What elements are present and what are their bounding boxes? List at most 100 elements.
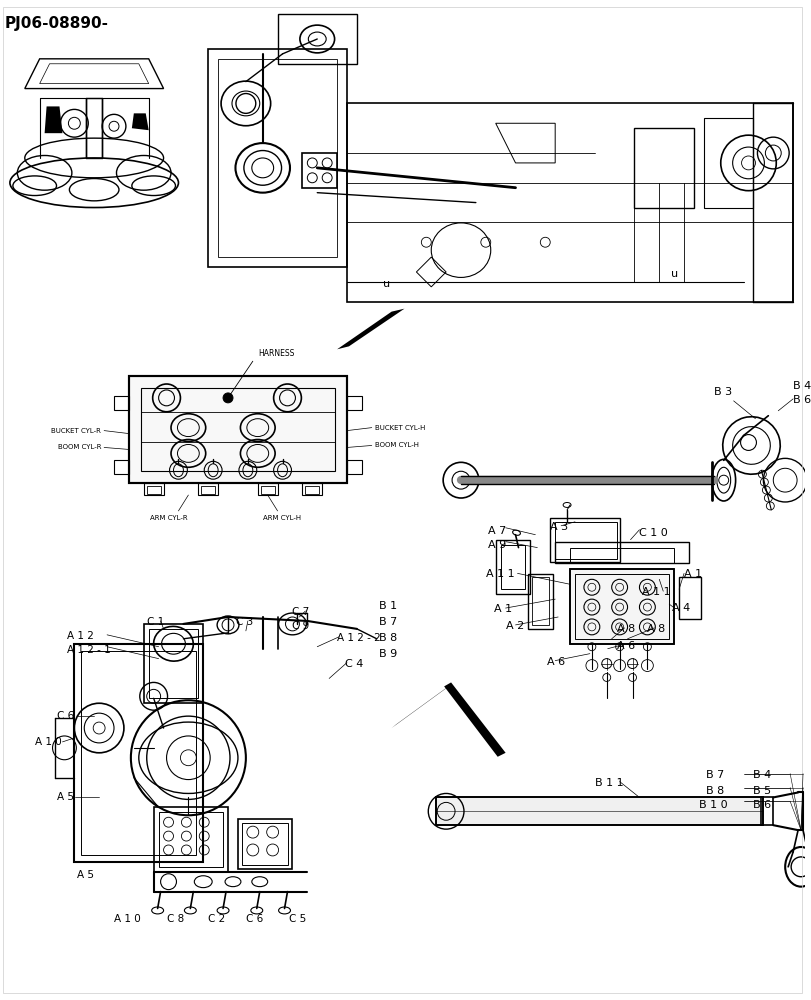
Text: A 1: A 1 bbox=[683, 569, 702, 579]
Bar bbox=[81, 651, 196, 855]
Text: C 1 0: C 1 0 bbox=[639, 528, 667, 538]
Bar bbox=[158, 812, 223, 867]
Bar bbox=[346, 396, 362, 410]
Text: A 9: A 9 bbox=[487, 540, 505, 550]
Text: C 3: C 3 bbox=[236, 617, 253, 627]
Bar bbox=[144, 624, 203, 703]
Bar bbox=[569, 548, 673, 563]
Text: C 6: C 6 bbox=[57, 711, 75, 721]
Bar bbox=[86, 98, 102, 158]
Polygon shape bbox=[337, 309, 404, 349]
Text: A 1 1: A 1 1 bbox=[642, 587, 670, 597]
Text: A 1 0: A 1 0 bbox=[114, 914, 140, 924]
Text: BOOM CYL-R: BOOM CYL-R bbox=[58, 444, 101, 450]
Bar bbox=[140, 388, 335, 471]
Polygon shape bbox=[45, 106, 62, 133]
Bar bbox=[277, 14, 357, 64]
Text: ARM CYL-H: ARM CYL-H bbox=[263, 515, 301, 521]
Text: B 4: B 4 bbox=[753, 770, 770, 780]
Bar bbox=[144, 483, 163, 495]
Text: BUCKET CYL-R: BUCKET CYL-R bbox=[51, 428, 101, 434]
Bar bbox=[436, 797, 762, 825]
Text: A 5: A 5 bbox=[58, 792, 75, 802]
Text: A 2: A 2 bbox=[505, 621, 523, 631]
Text: C 7: C 7 bbox=[292, 607, 309, 617]
Bar bbox=[198, 483, 218, 495]
Bar bbox=[302, 153, 337, 188]
Bar bbox=[678, 577, 700, 619]
Text: A 8: A 8 bbox=[616, 624, 634, 634]
Text: B 1 0: B 1 0 bbox=[698, 800, 727, 810]
Text: BOOM CYL-H: BOOM CYL-H bbox=[375, 442, 418, 448]
Bar bbox=[114, 460, 129, 474]
Bar bbox=[569, 569, 673, 644]
Text: B 4: B 4 bbox=[792, 381, 810, 391]
Text: B 3: B 3 bbox=[713, 387, 731, 397]
Bar bbox=[500, 545, 525, 589]
Text: C 2: C 2 bbox=[208, 914, 225, 924]
Text: A 1 2 - 2: A 1 2 - 2 bbox=[337, 633, 380, 643]
Text: A 1: A 1 bbox=[493, 604, 511, 614]
Bar bbox=[555, 522, 616, 559]
Bar bbox=[305, 486, 319, 494]
Bar bbox=[555, 542, 689, 563]
Text: u: u bbox=[383, 279, 390, 289]
Bar bbox=[218, 59, 337, 257]
Text: C 8: C 8 bbox=[166, 914, 183, 924]
Text: A 7: A 7 bbox=[487, 526, 505, 536]
Bar bbox=[346, 460, 362, 474]
Text: B 7: B 7 bbox=[378, 617, 397, 627]
Bar bbox=[129, 376, 346, 483]
Bar bbox=[75, 644, 203, 862]
Polygon shape bbox=[391, 684, 451, 728]
Text: B 9: B 9 bbox=[378, 649, 397, 659]
Bar bbox=[550, 518, 619, 562]
Text: A 1 0: A 1 0 bbox=[35, 737, 62, 747]
Text: A 8: A 8 bbox=[646, 624, 665, 634]
Text: C 1: C 1 bbox=[147, 617, 164, 627]
Text: B 1 1: B 1 1 bbox=[594, 778, 623, 788]
Bar bbox=[114, 396, 129, 410]
Bar bbox=[532, 577, 548, 625]
Text: PJ06-08890-: PJ06-08890- bbox=[5, 16, 109, 31]
Circle shape bbox=[223, 393, 233, 403]
Text: A 1 2: A 1 2 bbox=[67, 631, 94, 641]
Bar bbox=[208, 49, 346, 267]
Bar bbox=[129, 376, 346, 483]
Text: C 4: C 4 bbox=[345, 659, 363, 669]
Bar bbox=[260, 486, 274, 494]
Bar bbox=[153, 807, 228, 872]
Text: A 1 2 - 1: A 1 2 - 1 bbox=[67, 645, 111, 655]
Bar bbox=[257, 483, 277, 495]
Text: A 1 1: A 1 1 bbox=[485, 569, 514, 579]
Text: C 9: C 9 bbox=[292, 621, 309, 631]
Text: B 6: B 6 bbox=[792, 395, 810, 405]
Circle shape bbox=[236, 94, 255, 113]
Text: A 5: A 5 bbox=[77, 870, 94, 880]
Bar bbox=[302, 483, 322, 495]
Text: B 8: B 8 bbox=[705, 786, 723, 796]
Bar bbox=[436, 797, 762, 825]
Text: B 5: B 5 bbox=[753, 786, 770, 796]
Text: B 8: B 8 bbox=[378, 633, 397, 643]
Bar bbox=[495, 540, 530, 594]
Bar bbox=[201, 486, 215, 494]
Bar bbox=[148, 629, 198, 698]
Bar bbox=[238, 819, 292, 869]
Bar bbox=[346, 103, 792, 302]
Text: B 7: B 7 bbox=[705, 770, 723, 780]
Text: HARNESS: HARNESS bbox=[257, 349, 294, 358]
Text: B 6: B 6 bbox=[753, 800, 770, 810]
Text: C 6: C 6 bbox=[246, 914, 263, 924]
Text: A 4: A 4 bbox=[672, 603, 689, 613]
Text: A 6: A 6 bbox=[616, 641, 634, 651]
Bar bbox=[761, 797, 772, 825]
Bar bbox=[528, 574, 552, 629]
Text: A 3: A 3 bbox=[550, 522, 568, 532]
Text: C 5: C 5 bbox=[290, 914, 307, 924]
Text: ARM CYL-R: ARM CYL-R bbox=[149, 515, 187, 521]
Bar bbox=[147, 486, 161, 494]
Text: B 1: B 1 bbox=[378, 601, 397, 611]
Text: A 6: A 6 bbox=[547, 657, 564, 667]
Text: u: u bbox=[670, 269, 677, 279]
